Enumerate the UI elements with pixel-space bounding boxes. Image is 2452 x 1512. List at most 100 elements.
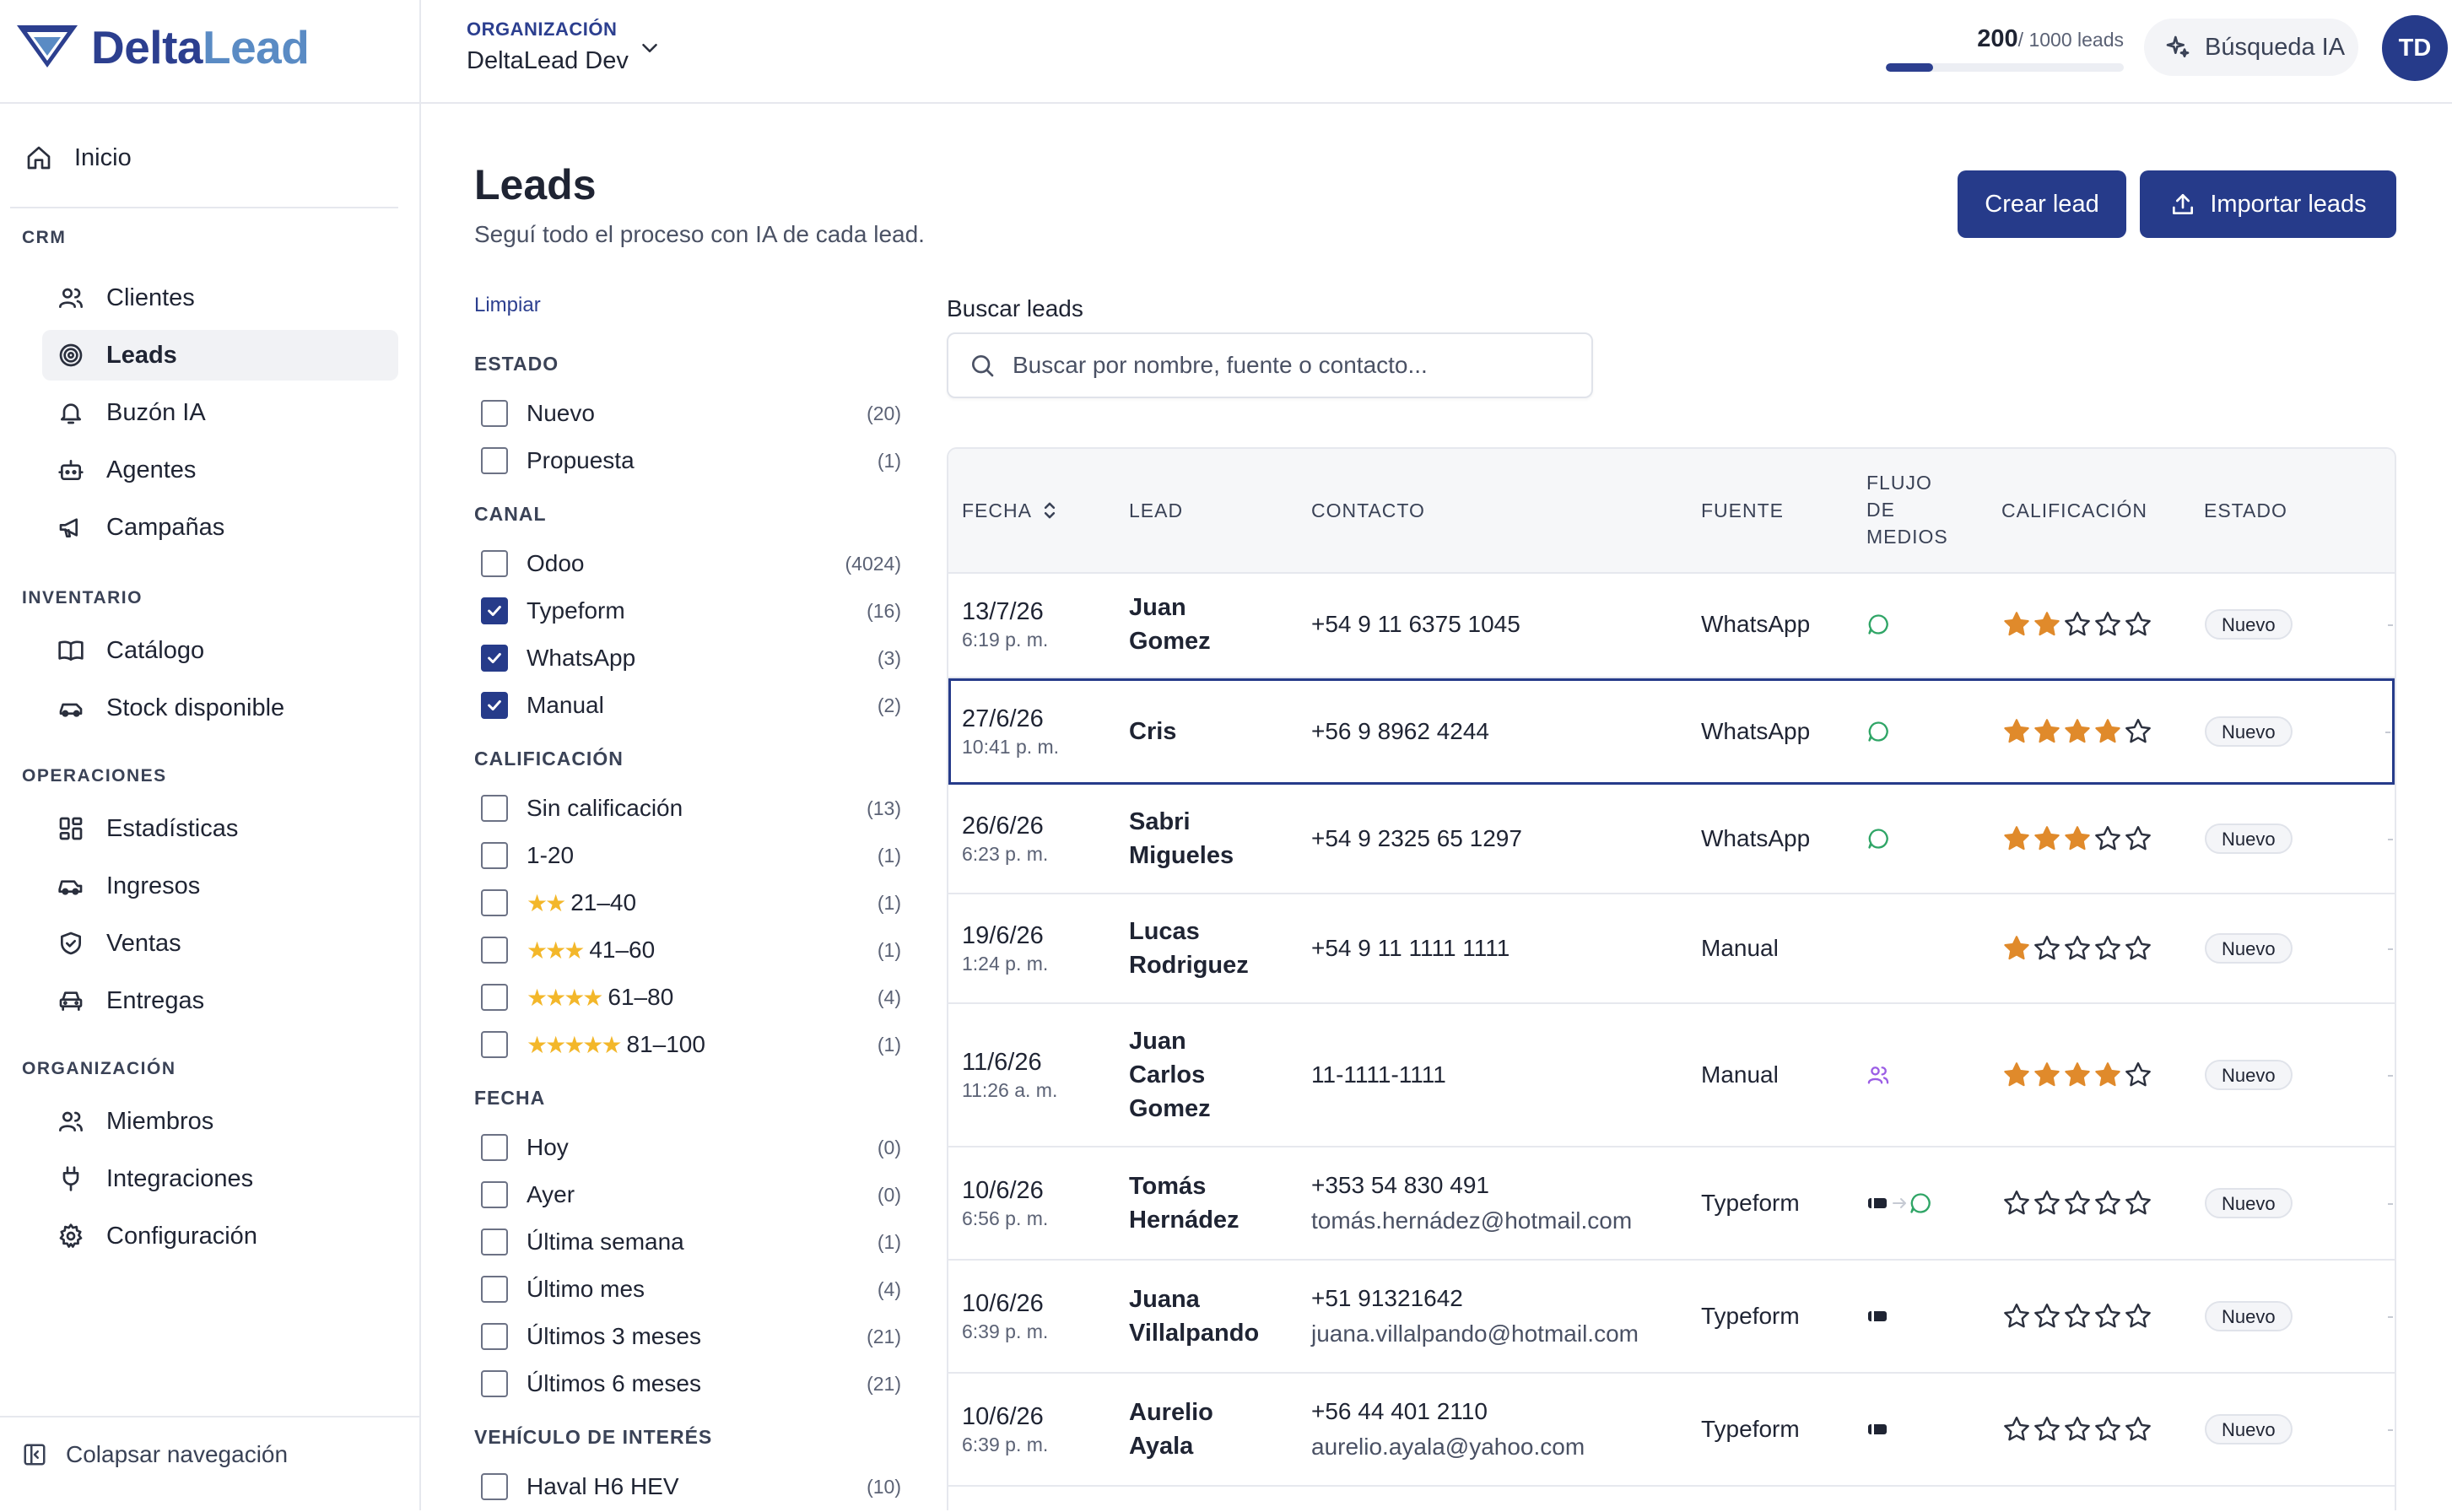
sidebar-item-label: Entregas	[106, 986, 205, 1014]
cell-status: Nuevo	[2205, 716, 2293, 747]
table-row[interactable]: 10/6/26 6:56 p. m. Tomás Hernádez +353 54 83…	[948, 1148, 2395, 1261]
filter-option[interactable]: ★★ 21–40 (1)	[481, 886, 901, 920]
sidebar-item-ingresos[interactable]: Ingresos	[42, 861, 398, 911]
table-row[interactable]: 19/6/26 1:24 p. m. Lucas Rodriguez +54 9 11 …	[948, 894, 2395, 1004]
star-filled-icon	[2001, 933, 2032, 964]
cell-date: 19/6/26 1:24 p. m.	[962, 921, 1048, 976]
nav-inicio[interactable]: Inicio	[22, 132, 132, 183]
column-header-lead: LEAD	[1129, 500, 1184, 521]
table-row[interactable]: 10/6/26 6:39 p. m. Juana Villalpando +51 913…	[948, 1261, 2395, 1374]
table-row-selected[interactable]: 27/6/26 10:41 p. m. Cris +56 9 8962 4244 Wha…	[948, 678, 2395, 785]
filter-option[interactable]: Últimos 6 meses (21)	[481, 1367, 901, 1401]
page-title: Leads	[474, 161, 597, 208]
filter-option[interactable]: Ayer (0)	[481, 1178, 901, 1212]
filter-option[interactable]: Últimos 3 meses (21)	[481, 1320, 901, 1353]
lead-date: 11/6/26	[962, 1049, 1042, 1076]
sidebar-item-catalogo[interactable]: Catálogo	[42, 625, 398, 676]
filter-option[interactable]: Haval H6 HEV (10)	[481, 1470, 901, 1504]
sidebar-item-label: Buzón IA	[106, 398, 206, 426]
filter-option[interactable]: ★★★ 41–60 (1)	[481, 933, 901, 967]
filter-option[interactable]: Hoy (0)	[481, 1131, 901, 1164]
checkbox-checked[interactable]	[481, 645, 508, 672]
sidebar-item-ventas[interactable]: Ventas	[42, 918, 398, 969]
filter-option-label: WhatsApp	[527, 645, 636, 671]
sidebar-item-entregas[interactable]: Entregas	[42, 975, 398, 1026]
search-input[interactable]: Buscar por nombre, fuente o contacto...	[947, 332, 1593, 398]
top-bar: ORGANIZACIÓN DeltaLead Dev 200/ 1000 lea…	[419, 0, 2452, 104]
create-lead-button[interactable]: Crear lead	[1958, 170, 2126, 238]
lead-date: 10/6/26	[962, 1403, 1044, 1430]
lead-date: 13/7/26	[962, 598, 1044, 625]
checkbox[interactable]	[481, 1134, 508, 1161]
filter-option[interactable]: Odoo (4024)	[481, 547, 901, 580]
checkbox[interactable]	[481, 400, 508, 427]
column-header-flow: FLUJO DE MEDIOS	[1866, 469, 1948, 550]
checkbox[interactable]	[481, 1031, 508, 1058]
sidebar-item-configuracion[interactable]: Configuración	[42, 1211, 398, 1261]
sidebar-item-miembros[interactable]: Miembros	[42, 1096, 398, 1147]
sidebar-item-buzon-ia[interactable]: Buzón IA	[42, 387, 398, 438]
checkbox[interactable]	[481, 1181, 508, 1208]
user-avatar[interactable]: TD	[2382, 15, 2448, 81]
checkbox[interactable]	[481, 1228, 508, 1256]
nav-section-title: CRM	[22, 228, 67, 247]
table-row[interactable]: 13/7/26 6:19 p. m. Juan Gomez +54 9 11 6375 …	[948, 572, 2395, 678]
collapse-navigation-button[interactable]: Colapsar navegación	[22, 1441, 288, 1468]
star-empty-icon	[2062, 1188, 2093, 1218]
checkbox[interactable]	[481, 1473, 508, 1500]
sidebar-item-leads[interactable]: Leads	[42, 330, 398, 381]
filter-option[interactable]: ★★★★★ 81–100 (1)	[481, 1028, 901, 1061]
filter-option[interactable]: Propuesta (1)	[481, 444, 901, 478]
sidebar-item-clientes[interactable]: Clientes	[42, 273, 398, 323]
chevron-down-icon[interactable]	[637, 35, 662, 61]
table-row[interactable]: 26/6/26 6:23 p. m. Sabri Migueles +54 9 2325…	[948, 785, 2395, 894]
table-row[interactable]: 10/6/26 6:39 p. m. Aurelio Ayala +56 44 401 …	[948, 1374, 2395, 1487]
filter-option[interactable]: WhatsApp (3)	[481, 641, 901, 675]
filter-option[interactable]: Nuevo (20)	[481, 397, 901, 430]
filter-option[interactable]: ★★★★ 61–80 (4)	[481, 980, 901, 1014]
checkbox[interactable]	[481, 984, 508, 1011]
filter-option[interactable]: 1-20 (1)	[481, 839, 901, 872]
checkbox[interactable]	[481, 889, 508, 916]
checkbox[interactable]	[481, 842, 508, 869]
filter-option-count: (1)	[877, 1230, 901, 1253]
lead-name-line: Migueles	[1129, 842, 1234, 869]
filter-option[interactable]: Sin calificación (13)	[481, 791, 901, 825]
sidebar-item-agentes[interactable]: Agentes	[42, 445, 398, 495]
star-empty-icon	[2032, 1414, 2062, 1444]
sidebar-item-estadisticas[interactable]: Estadísticas	[42, 803, 398, 854]
checkbox[interactable]	[481, 1370, 508, 1397]
checkbox[interactable]	[481, 1323, 508, 1350]
clear-filters-link[interactable]: Limpiar	[474, 294, 541, 316]
ai-search-button[interactable]: Búsqueda IA	[2144, 19, 2358, 76]
checkbox[interactable]	[481, 447, 508, 474]
cell-media-flow	[1866, 1063, 1890, 1087]
star-empty-icon	[2062, 1414, 2093, 1444]
cell-date: 13/7/26 6:19 p. m.	[962, 597, 1048, 652]
filter-option[interactable]: Última semana (1)	[481, 1225, 901, 1259]
filter-option[interactable]: Typeform (16)	[481, 594, 901, 628]
sidebar-item-integraciones[interactable]: Integraciones	[42, 1153, 398, 1204]
checkbox[interactable]	[481, 795, 508, 822]
checkbox[interactable]	[481, 550, 508, 577]
column-header-date[interactable]: FECHA	[962, 497, 1059, 524]
star-filled-icon	[2001, 1060, 2032, 1090]
filter-option[interactable]: Último mes (4)	[481, 1272, 901, 1306]
checkbox[interactable]	[481, 937, 508, 964]
sidebar-item-stock-disponible[interactable]: Stock disponible	[42, 683, 398, 733]
table-row[interactable]: 11/6/26 11:26 a. m. Juan Carlos Gomez 11-1111…	[948, 1004, 2395, 1148]
star-empty-icon	[2123, 716, 2153, 747]
row-overflow-hint	[2388, 1203, 2393, 1205]
import-leads-button[interactable]: Importar leads	[2140, 170, 2396, 238]
checkbox-checked[interactable]	[481, 597, 508, 624]
row-overflow-hint	[2388, 624, 2393, 626]
filter-option[interactable]: Manual (2)	[481, 688, 901, 722]
filter-option-label: Nuevo	[527, 400, 595, 426]
rating-stars-icon: ★★★	[527, 937, 585, 964]
organization-selector[interactable]: DeltaLead Dev	[467, 47, 629, 74]
checkbox-checked[interactable]	[481, 692, 508, 719]
checkbox[interactable]	[481, 1276, 508, 1303]
collapse-navigation-label: Colapsar navegación	[66, 1441, 289, 1467]
row-overflow-hint	[2388, 1429, 2393, 1431]
sidebar-item-campanas[interactable]: Campañas	[42, 502, 398, 553]
